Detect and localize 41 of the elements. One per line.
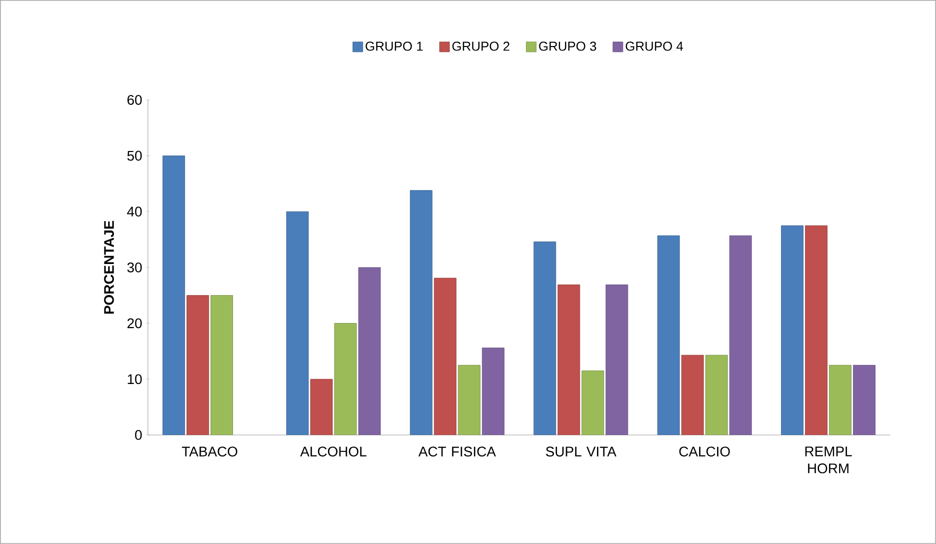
- y-axis-title: PORCENTAJE: [104, 220, 114, 314]
- bar: [482, 348, 504, 436]
- bar: [534, 242, 556, 436]
- bar: [210, 295, 233, 436]
- y-tick-label: 10: [128, 374, 142, 384]
- bar: [681, 354, 704, 436]
- bar: [334, 323, 357, 436]
- bar: [310, 378, 333, 436]
- bar: [434, 278, 456, 436]
- bar: [781, 225, 804, 436]
- x-tick-label: SUPL VITA: [546, 446, 616, 457]
- bar: [657, 235, 680, 436]
- bar: [186, 295, 209, 436]
- y-tick-label: 30: [127, 262, 142, 272]
- bar: [705, 354, 728, 436]
- bar: [358, 267, 381, 436]
- bar: [582, 370, 604, 436]
- bar: [286, 211, 309, 436]
- bar: [853, 365, 876, 436]
- y-tick-label: 50: [127, 150, 142, 161]
- y-tick-label: 20: [127, 318, 142, 328]
- x-tick-label: TABACO: [182, 446, 238, 457]
- y-tick-label: 60: [127, 95, 142, 105]
- legend-label: GRUPO 2: [452, 42, 510, 51]
- bar: [729, 235, 752, 436]
- legend-label: GRUPO 3: [539, 42, 596, 51]
- bar: [162, 156, 185, 436]
- y-tick-label: 40: [127, 206, 142, 217]
- legend-label: GRUPO 4: [626, 42, 684, 51]
- bar: [829, 365, 852, 436]
- bar: [458, 365, 480, 436]
- bar: [410, 190, 432, 436]
- x-tick-label: CALCIO: [679, 446, 730, 457]
- bar: [606, 284, 628, 436]
- bar: [805, 225, 828, 436]
- y-tick-label: 0: [135, 430, 142, 440]
- bar: [558, 284, 580, 436]
- x-tick-label: ALCOHOL: [300, 446, 366, 457]
- x-tick-label: ACT FISICA: [418, 446, 496, 457]
- legend-label: GRUPO 1: [366, 42, 423, 51]
- x-tick-label: REMPL HORM: [805, 446, 852, 474]
